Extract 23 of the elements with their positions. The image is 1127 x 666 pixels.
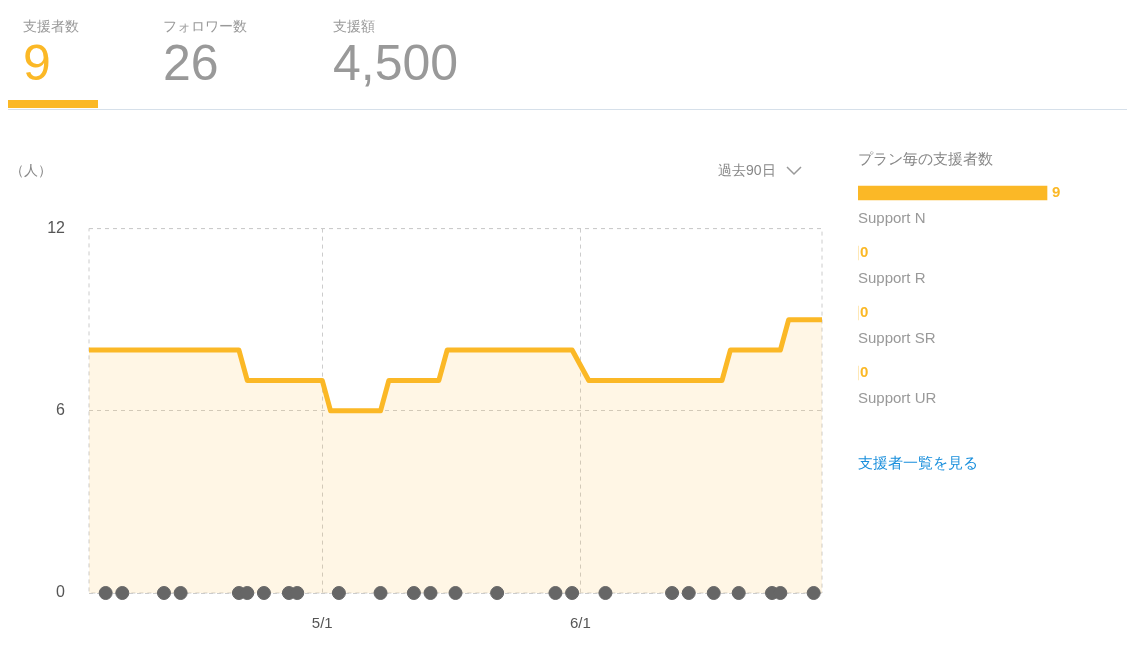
text: 9: [23, 35, 51, 91]
category-label: 支援者数: [23, 18, 79, 36]
x-tick-label: 5/1: [311, 614, 333, 632]
chart-title: プラン毎の支援者数: [858, 150, 993, 169]
y-axis-title: （人）: [10, 162, 52, 180]
category-label: Support SR: [858, 329, 936, 347]
text: 過去90日: [718, 162, 776, 180]
data-label: 9: [1052, 183, 1061, 201]
category-label: Support R: [858, 269, 926, 287]
category-label: Support N: [858, 209, 926, 227]
data-label: 0: [860, 243, 869, 261]
y-tick-label: 0: [56, 583, 66, 601]
text: 4,500: [333, 35, 459, 91]
category-label: フォロワー数: [163, 18, 247, 36]
category-label: Support UR: [858, 389, 937, 407]
text: 26: [163, 35, 219, 91]
text: 支援者一覧を見る: [858, 454, 978, 473]
data-label: 0: [860, 303, 869, 321]
data-label: 0: [860, 363, 869, 381]
category-label: 支援額: [333, 18, 376, 36]
y-tick-label: 12: [47, 219, 66, 237]
x-tick-label: 6/1: [570, 614, 591, 632]
y-tick-label: 6: [56, 401, 66, 419]
